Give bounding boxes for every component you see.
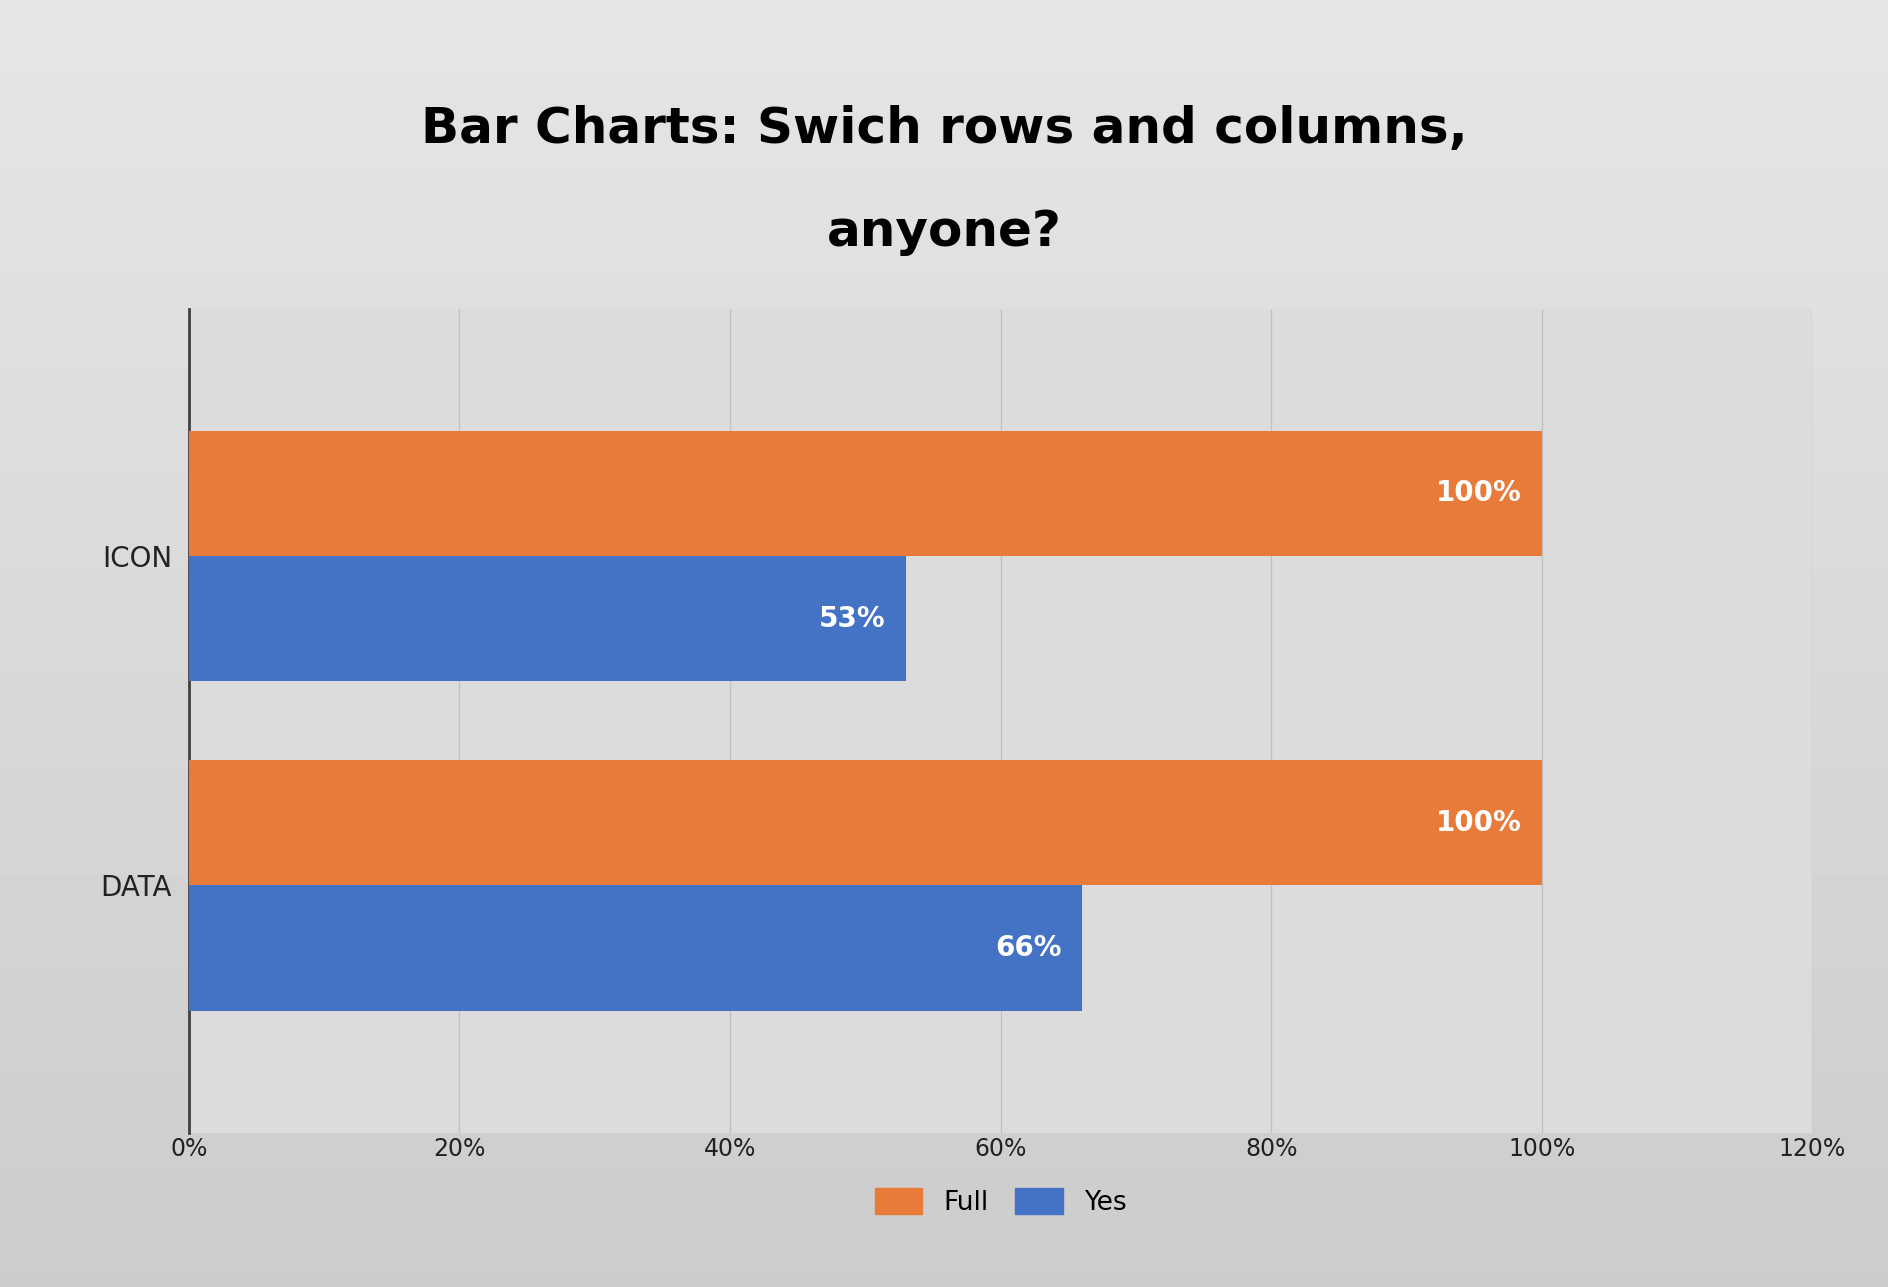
Text: anyone?: anyone? bbox=[827, 207, 1061, 256]
Text: 66%: 66% bbox=[995, 934, 1061, 963]
Bar bbox=[189, 885, 1082, 1010]
Bar bbox=[189, 431, 1542, 556]
Bar bbox=[189, 761, 1542, 885]
Text: Bar Charts: Swich rows and columns,: Bar Charts: Swich rows and columns, bbox=[421, 104, 1467, 153]
Legend: Full, Yes: Full, Yes bbox=[865, 1178, 1137, 1227]
Text: 100%: 100% bbox=[1435, 808, 1522, 837]
Text: 53%: 53% bbox=[819, 605, 885, 633]
Text: 100%: 100% bbox=[1435, 479, 1522, 507]
Bar bbox=[189, 556, 906, 681]
